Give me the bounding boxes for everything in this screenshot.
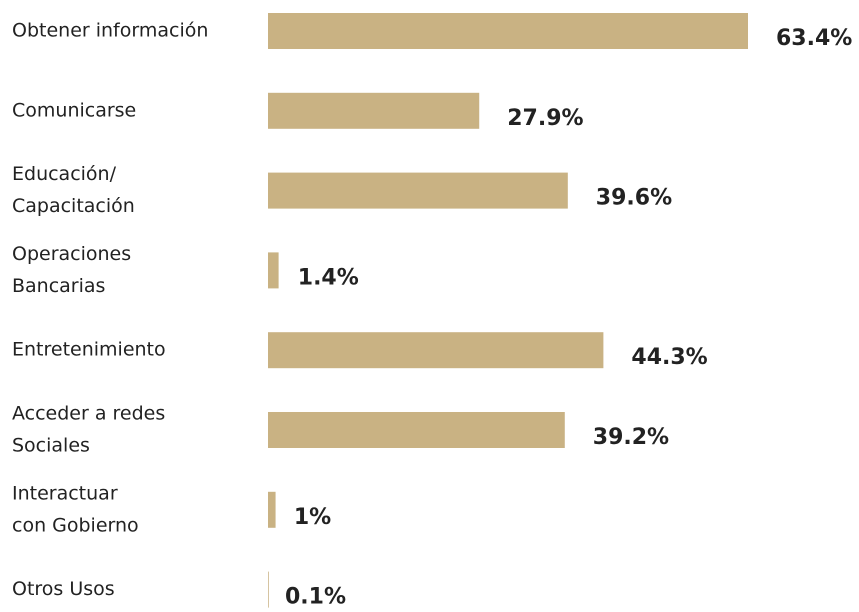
value-label: 39.6% (596, 186, 672, 211)
category-label: Otros Usos (12, 578, 115, 600)
bar (268, 491, 276, 528)
category-label: Educación/ (12, 163, 117, 185)
category-label: Interactuar (12, 482, 118, 504)
value-label: 1% (294, 505, 331, 530)
value-label: 39.2% (593, 425, 669, 450)
bar (268, 332, 604, 369)
value-label: 1.4% (298, 265, 359, 290)
value-label: 63.4% (776, 26, 852, 51)
category-label: Operaciones (12, 243, 131, 265)
value-label: 44.3% (631, 345, 707, 370)
category-label: Sociales (12, 435, 90, 457)
value-label: 27.9% (507, 106, 583, 131)
category-label: Entretenimiento (12, 339, 166, 361)
bar (268, 172, 568, 209)
category-label: Acceder a redes (12, 403, 165, 425)
bar (268, 13, 748, 49)
bar (268, 92, 480, 129)
category-label: Bancarias (12, 275, 105, 297)
bar (268, 412, 565, 448)
bar (268, 571, 269, 608)
category-label: Obtener información (12, 20, 208, 42)
bar (268, 252, 279, 289)
category-label: Capacitación (12, 195, 135, 217)
category-label: con Gobierno (12, 514, 139, 536)
category-label: Comunicarse (12, 99, 136, 121)
value-label: 0.1% (285, 585, 346, 610)
